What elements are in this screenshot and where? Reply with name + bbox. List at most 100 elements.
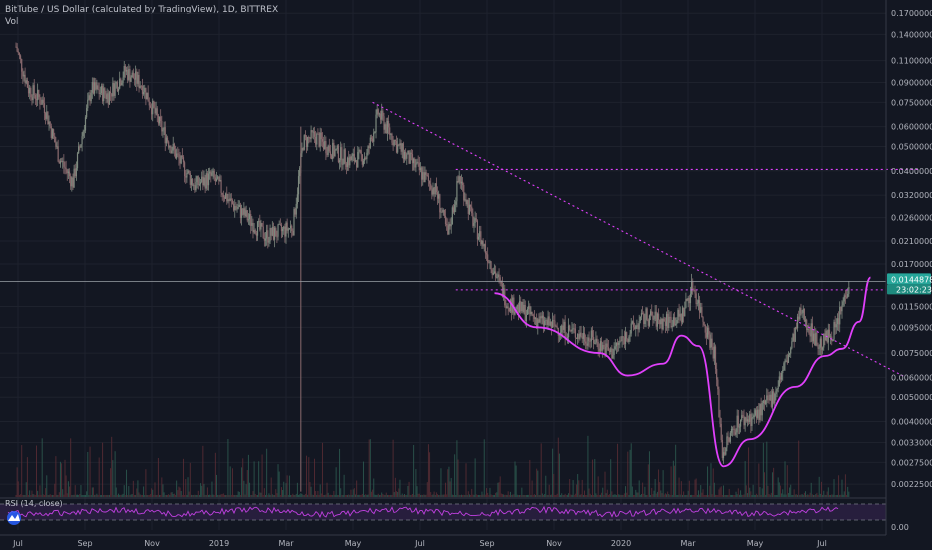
symbol-title[interactable]: BitTube / US Dollar (calculated by Tradi… bbox=[5, 5, 279, 15]
candle-body bbox=[362, 160, 365, 165]
candle-body bbox=[275, 227, 277, 237]
volume-bar bbox=[810, 482, 812, 497]
volume-bar bbox=[333, 490, 335, 497]
volume-bar bbox=[148, 494, 150, 497]
volume-bar bbox=[468, 494, 470, 497]
volume-bars bbox=[15, 435, 850, 497]
candle-body bbox=[706, 327, 709, 338]
candle-body bbox=[498, 274, 500, 278]
volume-bar bbox=[757, 494, 759, 497]
candle-body bbox=[301, 148, 303, 154]
volume-bar bbox=[141, 494, 143, 497]
candle-body bbox=[454, 204, 456, 213]
volume-bar bbox=[816, 492, 818, 497]
volume-bar bbox=[621, 494, 623, 497]
candle-body bbox=[702, 317, 704, 322]
candle-body bbox=[218, 176, 220, 182]
volume-bar bbox=[96, 493, 98, 497]
candle-body bbox=[73, 168, 75, 188]
candle-body bbox=[100, 86, 103, 94]
volume-bar bbox=[294, 495, 296, 497]
candle-body bbox=[837, 318, 840, 325]
candle-body bbox=[477, 236, 480, 240]
candle-body bbox=[577, 334, 579, 339]
volume-bar bbox=[722, 485, 724, 497]
rsi-axis-value: 0.00 bbox=[891, 523, 909, 532]
volume-bar bbox=[695, 478, 697, 497]
candle-body bbox=[33, 85, 35, 96]
volume-bar bbox=[391, 494, 393, 497]
volume-bar bbox=[325, 494, 327, 497]
candle-body bbox=[441, 211, 443, 213]
volume-bar bbox=[375, 494, 377, 497]
candle-body bbox=[147, 92, 149, 102]
candle-body bbox=[292, 230, 294, 236]
volume-bar bbox=[434, 494, 436, 497]
volume-bar bbox=[36, 445, 38, 497]
candle-body bbox=[268, 241, 270, 243]
candle-body bbox=[644, 320, 646, 325]
volume-bar bbox=[347, 494, 349, 497]
candle-body bbox=[394, 139, 396, 142]
volume-bar bbox=[605, 493, 607, 497]
volume-bar bbox=[73, 494, 75, 497]
candle-body bbox=[718, 389, 720, 418]
candle-body bbox=[229, 198, 231, 201]
candle-body bbox=[205, 173, 207, 189]
volume-bar bbox=[242, 458, 244, 497]
candle-body bbox=[82, 131, 84, 137]
volume-bar bbox=[746, 493, 748, 497]
candle-body bbox=[648, 315, 651, 326]
candle-body bbox=[436, 192, 439, 199]
volume-label[interactable]: Vol bbox=[5, 17, 19, 27]
volume-bar bbox=[192, 494, 194, 497]
volume-bar bbox=[29, 490, 31, 497]
candle-body bbox=[194, 185, 196, 191]
candle-body bbox=[231, 200, 234, 204]
volume-bar bbox=[419, 495, 421, 497]
volume-bar bbox=[828, 494, 830, 497]
candle-body bbox=[489, 261, 491, 263]
candle-body bbox=[631, 321, 633, 324]
candle-body bbox=[774, 394, 776, 404]
candle-body bbox=[124, 66, 126, 72]
candle-body bbox=[518, 301, 521, 313]
candle-body bbox=[484, 244, 486, 254]
candle-body bbox=[531, 311, 533, 315]
volume-bar bbox=[842, 494, 844, 497]
volume-bar bbox=[225, 494, 227, 497]
volume-bar bbox=[144, 494, 146, 497]
volume-bar bbox=[104, 494, 106, 497]
volume-bar bbox=[647, 464, 649, 497]
volume-bar bbox=[241, 467, 243, 497]
volume-bar bbox=[790, 484, 792, 497]
price-axis[interactable]: 0.170000000.140000000.110000000.09000000… bbox=[885, 0, 932, 535]
volume-bar bbox=[733, 494, 735, 497]
volume-bar bbox=[767, 485, 769, 497]
volume-bar bbox=[286, 475, 288, 497]
candle-body bbox=[827, 329, 829, 343]
volume-bar bbox=[675, 444, 677, 497]
candle-body bbox=[828, 329, 831, 338]
volume-bar bbox=[645, 494, 647, 497]
volume-bar bbox=[544, 494, 546, 497]
candle-body bbox=[521, 301, 523, 312]
volume-bar bbox=[509, 491, 511, 497]
candle-body bbox=[369, 137, 371, 148]
volume-bar bbox=[116, 494, 118, 497]
candle-body bbox=[71, 177, 73, 187]
candle-body bbox=[775, 391, 777, 395]
candle-body bbox=[204, 177, 206, 189]
candle-body bbox=[153, 100, 155, 108]
candle-body bbox=[721, 440, 723, 459]
volume-bar bbox=[410, 494, 412, 497]
candle-body bbox=[471, 206, 473, 214]
countdown-badge bbox=[887, 284, 931, 295]
candle-body bbox=[280, 224, 283, 232]
time-axis[interactable]: Jul Sep Nov 2019 Mar May Jul Sep Nov 2020 Mar May Ju… bbox=[0, 534, 886, 548]
volume-bar bbox=[471, 488, 473, 497]
